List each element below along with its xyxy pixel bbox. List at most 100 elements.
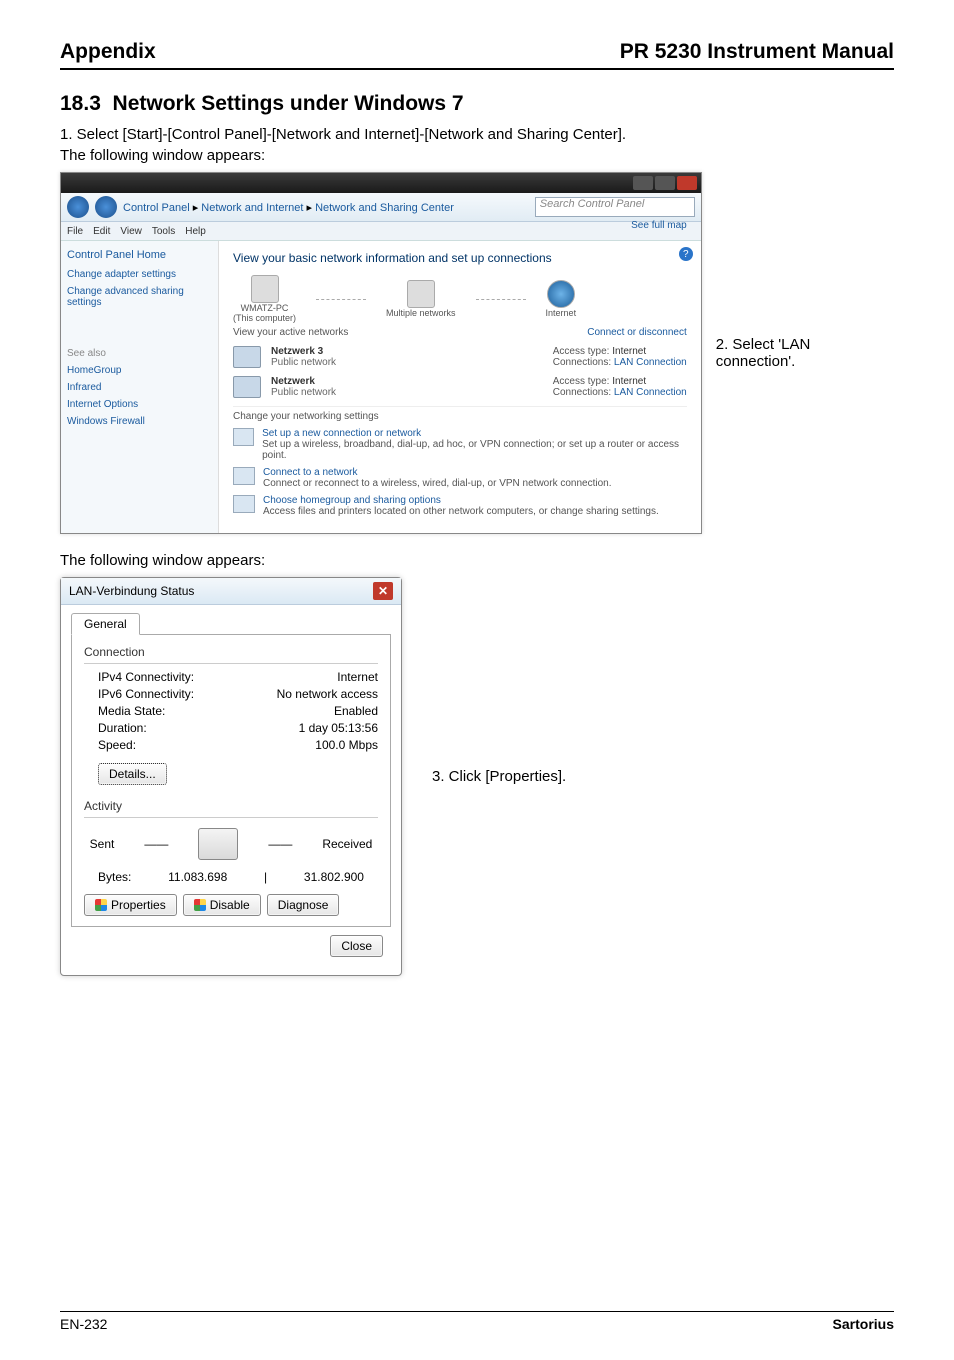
nsc-heading: View your basic network information and … — [233, 251, 687, 265]
option1-title: Connect to a network — [263, 467, 612, 478]
lan-row4-v: 100.0 Mbps — [315, 738, 378, 752]
network-name-0: Netzwerk 3 — [271, 346, 336, 357]
map-dash2 — [476, 299, 526, 300]
forward-button[interactable] — [95, 196, 117, 218]
breadcrumb-c[interactable]: Network and Sharing Center — [315, 202, 454, 214]
sidebar-link-sharing[interactable]: Change advanced sharing settings — [67, 286, 212, 308]
close-button-lan[interactable]: Close — [330, 935, 383, 957]
lan-sent-label: Sent — [90, 837, 115, 851]
lan-bytes-row: Bytes: 11.083.698 | 31.802.900 — [98, 870, 364, 884]
lan-row-0: IPv4 Connectivity:Internet — [98, 670, 378, 684]
nsc-option-1[interactable]: Connect to a networkConnect or reconnect… — [233, 467, 687, 489]
menu-tools[interactable]: Tools — [152, 226, 175, 237]
properties-button[interactable]: Properties — [84, 894, 177, 916]
option-icon-2 — [233, 495, 255, 513]
network-icon-0 — [233, 346, 261, 368]
properties-label: Properties — [111, 898, 166, 912]
sidebar-link-adapter[interactable]: Change adapter settings — [67, 269, 212, 280]
active-networks-label: View your active networks Connect or dis… — [233, 327, 687, 338]
map-node-mid: Multiple networks — [386, 280, 456, 318]
globe-icon — [547, 280, 575, 308]
sidebar-home[interactable]: Control Panel Home — [67, 249, 212, 261]
section-title: 18.3 Network Settings under Windows 7 — [60, 92, 894, 116]
back-button[interactable] — [67, 196, 89, 218]
nsc-titlebar — [61, 173, 701, 193]
option2-desc: Access files and printers located on oth… — [263, 506, 659, 517]
lan-title-text: LAN-Verbindung Status — [69, 584, 194, 598]
nsc-main: ? View your basic network information an… — [219, 241, 701, 533]
monitor-icon — [198, 828, 238, 860]
network-icon-1 — [233, 376, 261, 398]
shield-icon — [95, 899, 107, 911]
nsc-option-2[interactable]: Choose homegroup and sharing optionsAcce… — [233, 495, 687, 517]
lan-received-label: Received — [322, 837, 372, 851]
lan-bytes-l: Bytes: — [98, 870, 131, 884]
net0-conn-link[interactable]: LAN Connection — [614, 357, 687, 368]
menu-file[interactable]: File — [67, 226, 83, 237]
lan-activity: Sent —— —— Received — [84, 828, 378, 860]
lan-row0-v: Internet — [337, 670, 378, 684]
sidebar-link-firewall[interactable]: Windows Firewall — [67, 416, 212, 427]
see-full-map-link[interactable]: See full map — [631, 220, 687, 231]
connect-disconnect-link[interactable]: Connect or disconnect — [587, 327, 687, 338]
sidebar-link-infrared[interactable]: Infrared — [67, 382, 212, 393]
sidebar-seealso: See also — [67, 348, 212, 359]
map-pc-label: WMATZ-PC — [241, 303, 289, 313]
disable-button[interactable]: Disable — [183, 894, 261, 916]
minimize-button[interactable] — [633, 176, 653, 190]
intro-following1: The following window appears: — [60, 147, 894, 164]
nsc-option-0[interactable]: Set up a new connection or networkSet up… — [233, 428, 687, 461]
section-heading: Network Settings under Windows 7 — [113, 92, 464, 115]
net1-atype-v: Internet — [612, 376, 646, 387]
menu-view[interactable]: View — [120, 226, 142, 237]
lan-row3-v: 1 day 05:13:56 — [299, 721, 378, 735]
lan-row-2: Media State:Enabled — [98, 704, 378, 718]
lan-hr1 — [84, 663, 378, 664]
lan-titlebar: LAN-Verbindung Status ✕ — [61, 578, 401, 605]
network-type-1: Public network — [271, 387, 336, 398]
map-net-label: Internet — [546, 308, 577, 318]
diagnose-button[interactable]: Diagnose — [267, 894, 340, 916]
menu-edit[interactable]: Edit — [93, 226, 110, 237]
lan-bytes-recv: 31.802.900 — [304, 870, 364, 884]
sidebar-link-homegroup[interactable]: HomeGroup — [67, 365, 212, 376]
page-header-left: Appendix — [60, 40, 156, 64]
page-footer: EN-232 Sartorius — [60, 1311, 894, 1332]
breadcrumb-a[interactable]: Control Panel — [123, 202, 190, 214]
computer-icon — [251, 275, 279, 303]
network-type-0: Public network — [271, 357, 336, 368]
details-button[interactable]: Details... — [98, 763, 167, 785]
breadcrumb-b[interactable]: Network and Internet — [201, 202, 303, 214]
lan-row3-l: Duration: — [98, 721, 147, 735]
network-item-0: Netzwerk 3 Public network Access type: I… — [233, 346, 687, 368]
active-networks-text: View your active networks — [233, 327, 348, 338]
nsc-sidebar: Control Panel Home Change adapter settin… — [61, 241, 219, 533]
shield-icon-2 — [194, 899, 206, 911]
option0-desc: Set up a wireless, broadband, dial-up, a… — [262, 439, 687, 461]
lan-tab-general[interactable]: General — [71, 613, 140, 635]
map-node-pc: WMATZ-PC (This computer) — [233, 275, 296, 323]
section-number: 18.3 — [60, 92, 101, 115]
lan-row-3: Duration: 1 day 05:13:56 — [98, 721, 378, 735]
lan-row2-l: Media State: — [98, 704, 165, 718]
intro-following2: The following window appears: — [60, 552, 894, 569]
net1-conn-link[interactable]: LAN Connection — [614, 387, 687, 398]
map-node-net: Internet — [546, 280, 577, 318]
option0-title: Set up a new connection or network — [262, 428, 687, 439]
lan-close-button[interactable]: ✕ — [373, 582, 393, 600]
breadcrumb[interactable]: Control Panel ▸ Network and Internet ▸ N… — [123, 201, 529, 214]
change-settings-label: Change your networking settings — [233, 406, 687, 422]
option1-desc: Connect or reconnect to a wireless, wire… — [263, 478, 612, 489]
net0-atype-v: Internet — [612, 346, 646, 357]
close-button[interactable] — [677, 176, 697, 190]
lan-status-dialog: LAN-Verbindung Status ✕ General Connecti… — [60, 577, 402, 976]
lan-activity-label: Activity — [84, 799, 378, 813]
lan-dash-right: —— — [268, 837, 292, 851]
sidebar-link-ioptions[interactable]: Internet Options — [67, 399, 212, 410]
maximize-button[interactable] — [655, 176, 675, 190]
menu-help[interactable]: Help — [185, 226, 206, 237]
help-icon[interactable]: ? — [679, 247, 693, 261]
nsc-address-bar: Control Panel ▸ Network and Internet ▸ N… — [61, 193, 701, 222]
lan-row1-v: No network access — [277, 687, 378, 701]
search-input[interactable]: Search Control Panel — [535, 197, 695, 217]
